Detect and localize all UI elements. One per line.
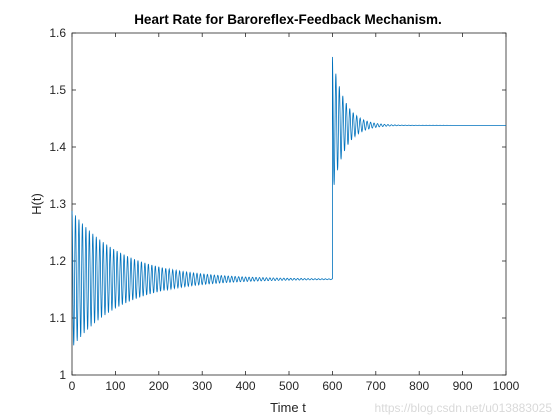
- x-tick-label: 900: [453, 379, 473, 393]
- y-axis-label: H(t): [29, 193, 44, 215]
- y-tick-label: 1: [59, 368, 66, 382]
- plot-area: [71, 32, 507, 376]
- y-tick-label: 1.4: [49, 140, 66, 154]
- x-tick-label: 0: [69, 379, 76, 393]
- y-tick-label: 1.5: [49, 83, 66, 97]
- x-tick-label: 800: [409, 379, 429, 393]
- x-tick-label: 100: [105, 379, 125, 393]
- x-tick-label: 300: [192, 379, 212, 393]
- x-tick-label: 600: [322, 379, 342, 393]
- x-axis-label: Time t: [270, 400, 306, 415]
- chart-title: Heart Rate for Baroreflex-Feedback Mecha…: [134, 12, 442, 27]
- y-tick-label: 1.6: [49, 26, 66, 40]
- x-tick-label: 700: [366, 379, 386, 393]
- y-tick-label: 1.1: [49, 311, 66, 325]
- x-tick-label: 400: [236, 379, 256, 393]
- x-tick-label: 500: [279, 379, 299, 393]
- x-tick-label: 1000: [493, 379, 520, 393]
- y-tick-label: 1.2: [49, 254, 66, 268]
- watermark: https://blog.csdn.net/u013883025: [375, 401, 553, 415]
- x-axis: 0 100 200 300 400 500 600 700 800 900 1000: [69, 33, 520, 393]
- x-tick-label: 200: [149, 379, 169, 393]
- heart-rate-series-line: [71, 56, 506, 346]
- y-tick-label: 1.3: [49, 197, 66, 211]
- y-axis: 1 1.1 1.2 1.3 1.4 1.5 1.6: [49, 26, 506, 382]
